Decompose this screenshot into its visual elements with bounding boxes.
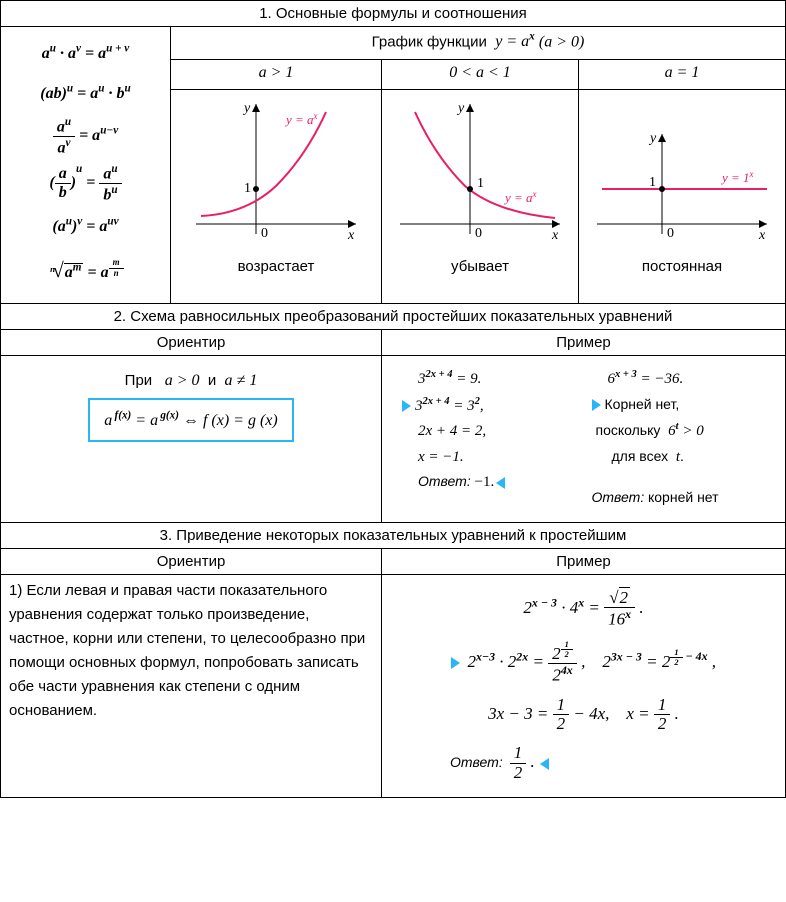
svg-text:y = ax: y = ax [284, 111, 318, 127]
answer-label: Ответ: [418, 473, 471, 489]
svg-text:y: y [456, 101, 465, 116]
svg-text:1: 1 [649, 175, 656, 190]
section2-col1-header: Ориентир [1, 330, 382, 356]
svg-text:0: 0 [475, 226, 482, 241]
reference-table: 1. Основные формулы и соотношения au · a… [0, 0, 786, 798]
answer-label: Ответ: [592, 489, 645, 505]
example2-2: 6x + 3 = −36. Корней нет, поскольку 6t >… [584, 366, 774, 512]
svg-text:1: 1 [477, 176, 484, 191]
graph1-condition: a > 1 [171, 59, 382, 89]
graph2-caption: убывает [390, 254, 570, 275]
section2-title: 2. Схема равносильных преобразований про… [1, 304, 786, 330]
svg-text:x: x [551, 228, 559, 243]
svg-text:y: y [242, 101, 251, 116]
svg-text:y: y [648, 131, 657, 146]
graph-increasing: y x 0 y = ax 1 возрастает [171, 90, 382, 304]
graph-decreasing: y x 0 y = ax 1 убывает [382, 90, 579, 304]
graph3-caption: постоянная [587, 254, 777, 275]
section3-example: 2x − 3 · 4x = √216x . 2x−3 · 22x = 21224… [382, 574, 786, 797]
svg-text:y = ax: y = ax [503, 189, 537, 205]
example2-1: 32x + 4 = 9. 32x + 4 = 32, 2x + 4 = 2, x… [394, 366, 584, 496]
answer-label: Ответ: [450, 754, 503, 770]
graph-header-text: График функции y = ax (a > 0) [372, 33, 585, 50]
svg-text:1: 1 [244, 181, 251, 196]
section1-title: 1. Основные формулы и соотношения [1, 1, 786, 27]
graph3-condition: a = 1 [579, 59, 786, 89]
marker-right-icon [451, 657, 460, 669]
svg-text:x: x [347, 228, 355, 243]
marker-left-icon [540, 758, 549, 770]
graph-section-header: График функции y = ax (a > 0) [171, 27, 786, 60]
section2-col2-header: Пример [382, 330, 786, 356]
equivalence-formula-box: a f(x) = a g(x) ⇔ f (x) = g (x) [88, 398, 293, 442]
marker-right-icon [402, 400, 411, 412]
svg-text:y = 1x: y = 1x [720, 169, 754, 185]
section3-col2-header: Пример [382, 548, 786, 574]
formulas-list: au · av = au + v (ab)u = au · bu auav = … [1, 27, 171, 304]
svg-text:x: x [758, 228, 766, 243]
section3-orient-text: 1) Если левая и правая части показательн… [1, 574, 382, 797]
svg-text:0: 0 [261, 226, 268, 241]
graph-constant: y x 0 y = 1x 1 постоянная [579, 90, 786, 304]
graph2-condition: 0 < a < 1 [382, 59, 579, 89]
svg-text:0: 0 [667, 226, 674, 241]
section2-examples: 32x + 4 = 9. 32x + 4 = 32, 2x + 4 = 2, x… [382, 356, 786, 523]
marker-left-icon [496, 477, 505, 489]
graph1-caption: возрастает [179, 254, 373, 275]
section3-col1-header: Ориентир [1, 548, 382, 574]
section3-title: 3. Приведение некоторых показательных ур… [1, 522, 786, 548]
marker-right-icon [592, 399, 601, 411]
section2-orient: При a > 0 и a ≠ 1 a f(x) = a g(x) ⇔ f (x… [1, 356, 382, 523]
